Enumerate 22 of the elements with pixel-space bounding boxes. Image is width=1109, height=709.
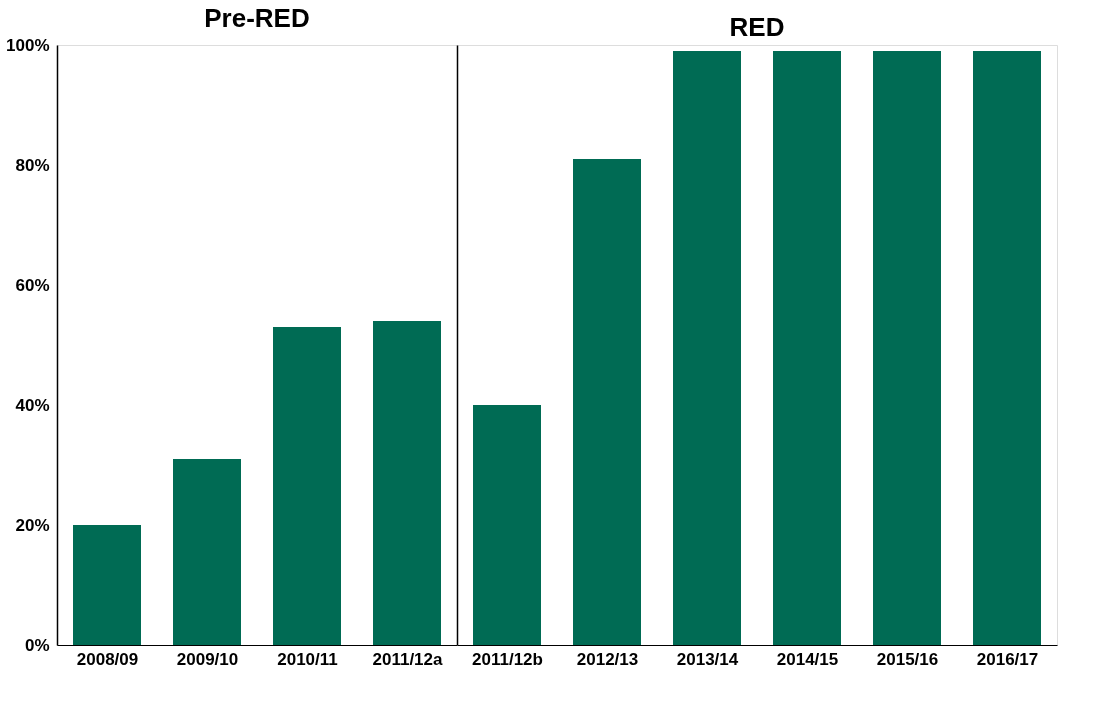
x-tick-label: 2010/11	[277, 649, 338, 669]
x-tick-label: 2016/17	[976, 649, 1039, 669]
x-tick-label: 2014/15	[776, 649, 839, 669]
y-tick-label: 0%	[24, 635, 50, 655]
x-tick-label: 2011/12b	[472, 649, 543, 669]
x-tick-label: 2009/10	[176, 649, 239, 669]
x-tick-label: 2012/13	[576, 649, 639, 669]
x-tick-label: 2015/16	[876, 649, 939, 669]
y-tick-label: 100%	[6, 35, 50, 55]
x-tick-label: 2011/12a	[372, 649, 444, 669]
y-tick-label: 40%	[15, 395, 50, 415]
bar	[173, 459, 241, 645]
bar	[73, 525, 141, 645]
chart-title: RED	[729, 12, 785, 42]
x-tick-label: 2008/09	[76, 649, 139, 669]
bar	[373, 321, 441, 645]
y-tick-label: 60%	[15, 275, 50, 295]
chart-title: Pre-RED	[204, 3, 310, 33]
bar	[273, 327, 341, 645]
y-tick-label: 80%	[15, 155, 50, 175]
x-tick-label: 2013/14	[676, 649, 739, 669]
y-tick-label: 20%	[15, 515, 50, 535]
